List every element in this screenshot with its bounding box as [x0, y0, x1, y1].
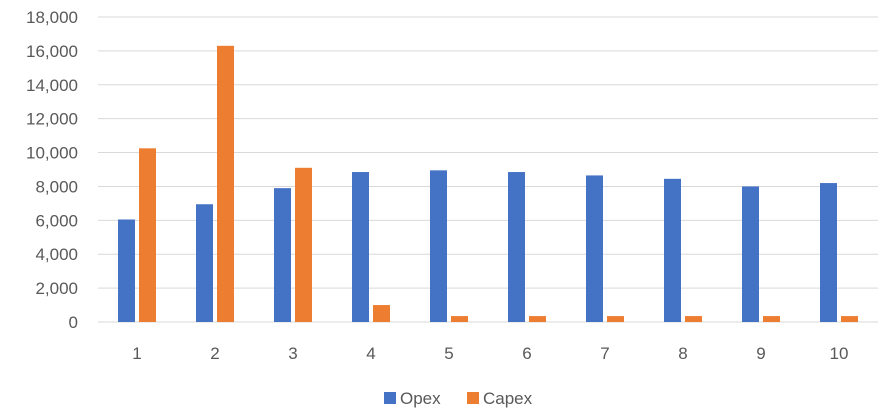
bar-opex-9	[742, 186, 759, 322]
legend-label-capex: Capex	[483, 389, 533, 408]
bar-opex-10	[820, 183, 837, 322]
x-axis-labels: 1 2 3 4 5 6 7 8 9 10	[132, 344, 848, 363]
bar-opex-5	[430, 170, 447, 322]
bar-capex-4	[373, 305, 390, 322]
x-tick-label: 9	[756, 344, 765, 363]
x-tick-label: 2	[210, 344, 219, 363]
bar-opex-2	[196, 204, 213, 322]
bar-capex-1	[139, 148, 156, 322]
legend-label-opex: Opex	[400, 389, 441, 408]
bar-opex-3	[274, 188, 291, 322]
x-tick-label: 6	[522, 344, 531, 363]
bar-capex-6	[529, 316, 546, 322]
x-tick-label: 7	[600, 344, 609, 363]
x-tick-label: 4	[366, 344, 375, 363]
y-tick-label: 10,000	[26, 144, 78, 163]
y-axis-labels: 0 2,000 4,000 6,000 8,000 10,000 12,000 14,000 1…	[26, 8, 78, 332]
bar-capex-8	[685, 316, 702, 322]
bar-capex-3	[295, 167, 312, 322]
x-tick-label: 1	[132, 344, 141, 363]
x-tick-label: 10	[830, 344, 849, 363]
bar-capex-2	[217, 45, 234, 323]
y-tick-label: 12,000	[26, 110, 78, 129]
bar-opex-4	[352, 172, 369, 322]
bar-opex-7	[586, 175, 603, 322]
y-tick-label: 6,000	[35, 211, 78, 230]
y-tick-label: 0	[69, 313, 78, 332]
legend-swatch-opex	[384, 392, 396, 404]
bar-capex-10	[841, 316, 858, 322]
y-tick-label: 14,000	[26, 76, 78, 95]
legend-swatch-capex	[467, 392, 479, 404]
y-tick-label: 4,000	[35, 245, 78, 264]
y-tick-label: 8,000	[35, 177, 78, 196]
legend: Opex Capex	[384, 389, 533, 408]
bars	[118, 45, 858, 323]
bar-capex-5	[451, 316, 468, 322]
y-tick-label: 18,000	[26, 8, 78, 27]
bar-opex-1	[118, 219, 135, 322]
gridlines	[98, 16, 878, 323]
y-tick-label: 16,000	[26, 42, 78, 61]
y-tick-label: 2,000	[35, 279, 78, 298]
bar-opex-8	[664, 178, 681, 322]
bar-capex-9	[763, 316, 780, 322]
bar-opex-6	[508, 172, 525, 322]
x-tick-label: 5	[444, 344, 453, 363]
x-tick-label: 3	[288, 344, 297, 363]
x-tick-label: 8	[678, 344, 687, 363]
bar-capex-7	[607, 316, 624, 322]
